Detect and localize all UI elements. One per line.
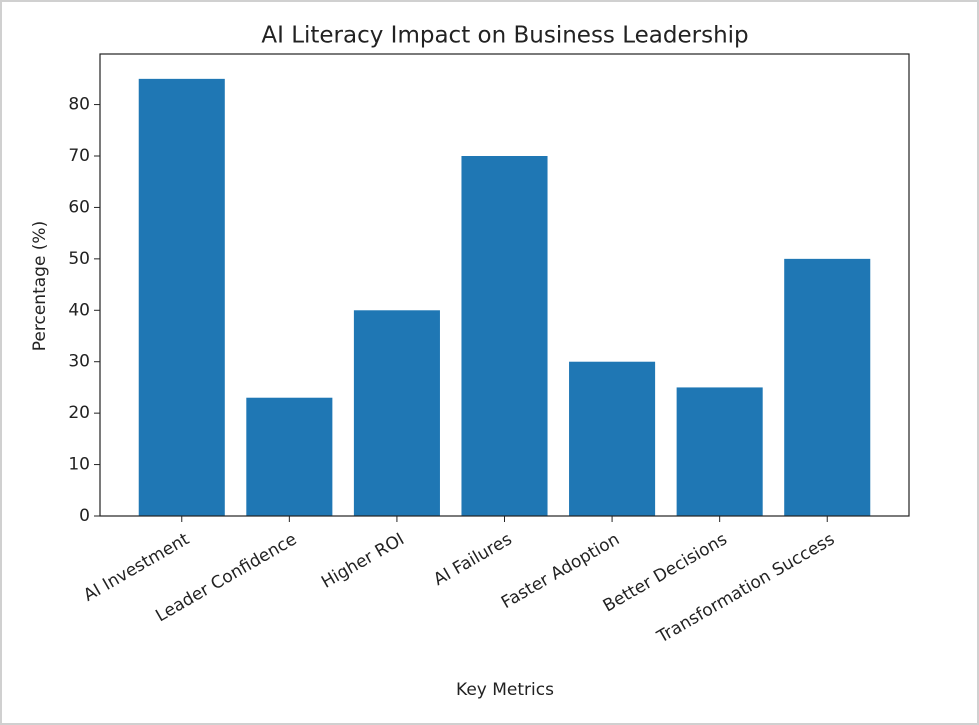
y-tick-label: 70: [68, 146, 90, 166]
x-axis-label: Key Metrics: [456, 680, 554, 700]
bar: [676, 387, 763, 516]
bar: [246, 397, 333, 516]
y-tick-label: 0: [79, 506, 90, 526]
bar: [353, 310, 440, 516]
plot-frame: [99, 53, 910, 517]
bar: [461, 156, 548, 516]
y-tick-label: 20: [68, 403, 90, 423]
y-tick-label: 10: [68, 455, 90, 475]
y-tick-label: 30: [68, 352, 90, 372]
chart-title: AI Literacy Impact on Business Leadershi…: [261, 23, 748, 49]
y-tick-label: 40: [68, 300, 90, 320]
bar: [784, 258, 871, 516]
y-tick-label: 80: [68, 95, 90, 115]
bar: [569, 361, 656, 516]
y-tick-label: 50: [68, 249, 90, 269]
y-axis-label: Percentage (%): [30, 221, 50, 351]
y-tick-label: 60: [68, 197, 90, 217]
bar: [138, 78, 225, 516]
